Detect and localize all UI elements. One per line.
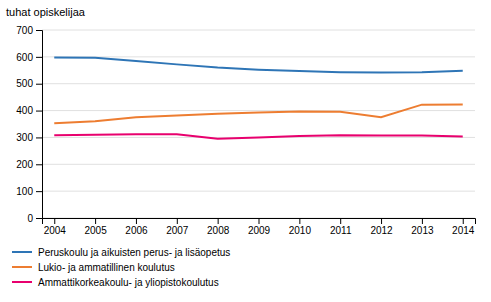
tick-label: 2007 [166, 225, 189, 236]
series-line [54, 104, 462, 123]
tick: 600 [16, 52, 42, 63]
legend-item: Peruskoulu ja aikuisten perus- ja lisäop… [12, 247, 230, 258]
tick: 2006 [125, 218, 148, 236]
tick-label: 2009 [248, 225, 271, 236]
tick: 2012 [370, 218, 393, 236]
tick-mark [218, 218, 219, 224]
tick-label: 2012 [370, 225, 393, 236]
tick-label: 2005 [84, 225, 107, 236]
tick-mark [463, 218, 464, 224]
tick-label: 2004 [44, 225, 67, 236]
tick-label: 0 [27, 213, 33, 224]
tick: 2013 [411, 218, 434, 236]
grid-line [42, 56, 475, 57]
tick-mark [36, 191, 42, 192]
tick-mark [259, 218, 260, 224]
grid-line [42, 191, 475, 192]
legend-label: Lukio- ja ammatillinen koulutus [38, 262, 175, 273]
tick-mark [136, 218, 137, 224]
series-line [54, 134, 462, 139]
tick-mark [36, 164, 42, 165]
legend-swatch [12, 281, 32, 283]
tick: 2004 [44, 218, 67, 236]
tick-mark [299, 218, 300, 224]
tick-label: 100 [16, 186, 33, 197]
tick-label: 700 [16, 25, 33, 36]
grid-line [42, 110, 475, 111]
tick: 2009 [248, 218, 271, 236]
legend: Peruskoulu ja aikuisten perus- ja lisäop… [12, 247, 230, 288]
legend-swatch [12, 251, 32, 253]
tick: 100 [16, 186, 42, 197]
tick-label: 500 [16, 78, 33, 89]
legend-label: Peruskoulu ja aikuisten perus- ja lisäop… [38, 247, 230, 258]
tick-mark [422, 218, 423, 224]
series-line [54, 57, 462, 72]
tick-mark [36, 57, 42, 58]
tick: 400 [16, 105, 42, 116]
tick: 2010 [289, 218, 312, 236]
chart: 2004 2005 2006 2007 2008 2009 2010 2011 2012 2013… [0, 0, 491, 302]
tick-mark [36, 137, 42, 138]
tick-label: 2014 [452, 225, 475, 236]
grid-line [42, 30, 475, 31]
legend-item: Lukio- ja ammatillinen koulutus [12, 262, 175, 273]
legend-swatch [12, 266, 32, 268]
tick-label: 2008 [207, 225, 230, 236]
tick-label: 600 [16, 52, 33, 63]
tick-label: 2010 [289, 225, 312, 236]
tick-mark [95, 218, 96, 224]
axis-line [36, 31, 43, 219]
tick-label: 2013 [411, 225, 434, 236]
axis-line [43, 219, 476, 225]
legend-item: Ammattikorkeakoulu- ja yliopistokoulutus [12, 277, 219, 288]
tick: 300 [16, 132, 42, 143]
tick-mark [177, 218, 178, 224]
tick: 2011 [330, 218, 352, 236]
tick: 2014 [452, 218, 475, 236]
tick-mark [36, 30, 42, 31]
plot: 2004 2005 2006 2007 2008 2009 2010 2011 2012 2013… [16, 25, 475, 236]
tick-mark [36, 218, 42, 219]
tick: 2005 [84, 218, 107, 236]
x-axis: 2004 2005 2006 2007 2008 2009 2010 2011 2012 2013… [43, 218, 476, 236]
tick: 2007 [166, 218, 189, 236]
tick: 2008 [207, 218, 230, 236]
tick-mark [36, 111, 42, 112]
tick-label: 400 [16, 105, 33, 116]
tick: 0 [27, 213, 42, 224]
tick-label: 300 [16, 132, 33, 143]
tick-mark [54, 218, 55, 224]
tick-label: 2006 [125, 225, 148, 236]
grid-line [42, 164, 475, 165]
grid [42, 30, 475, 218]
tick-mark [340, 218, 341, 224]
tick: 700 [16, 25, 42, 36]
tick: 500 [16, 78, 42, 89]
y-label: tuhat opiskelijaa [6, 6, 86, 18]
lines [54, 57, 462, 138]
grid-line [42, 83, 475, 84]
legend-label: Ammattikorkeakoulu- ja yliopistokoulutus [38, 277, 219, 288]
tick-mark [36, 84, 42, 85]
tick-label: 200 [16, 159, 33, 170]
y-axis: 0 100 200 300 400 500 600 700 [16, 25, 42, 224]
tick-label: 2011 [330, 225, 352, 236]
tick: 200 [16, 159, 42, 170]
tick-mark [381, 218, 382, 224]
